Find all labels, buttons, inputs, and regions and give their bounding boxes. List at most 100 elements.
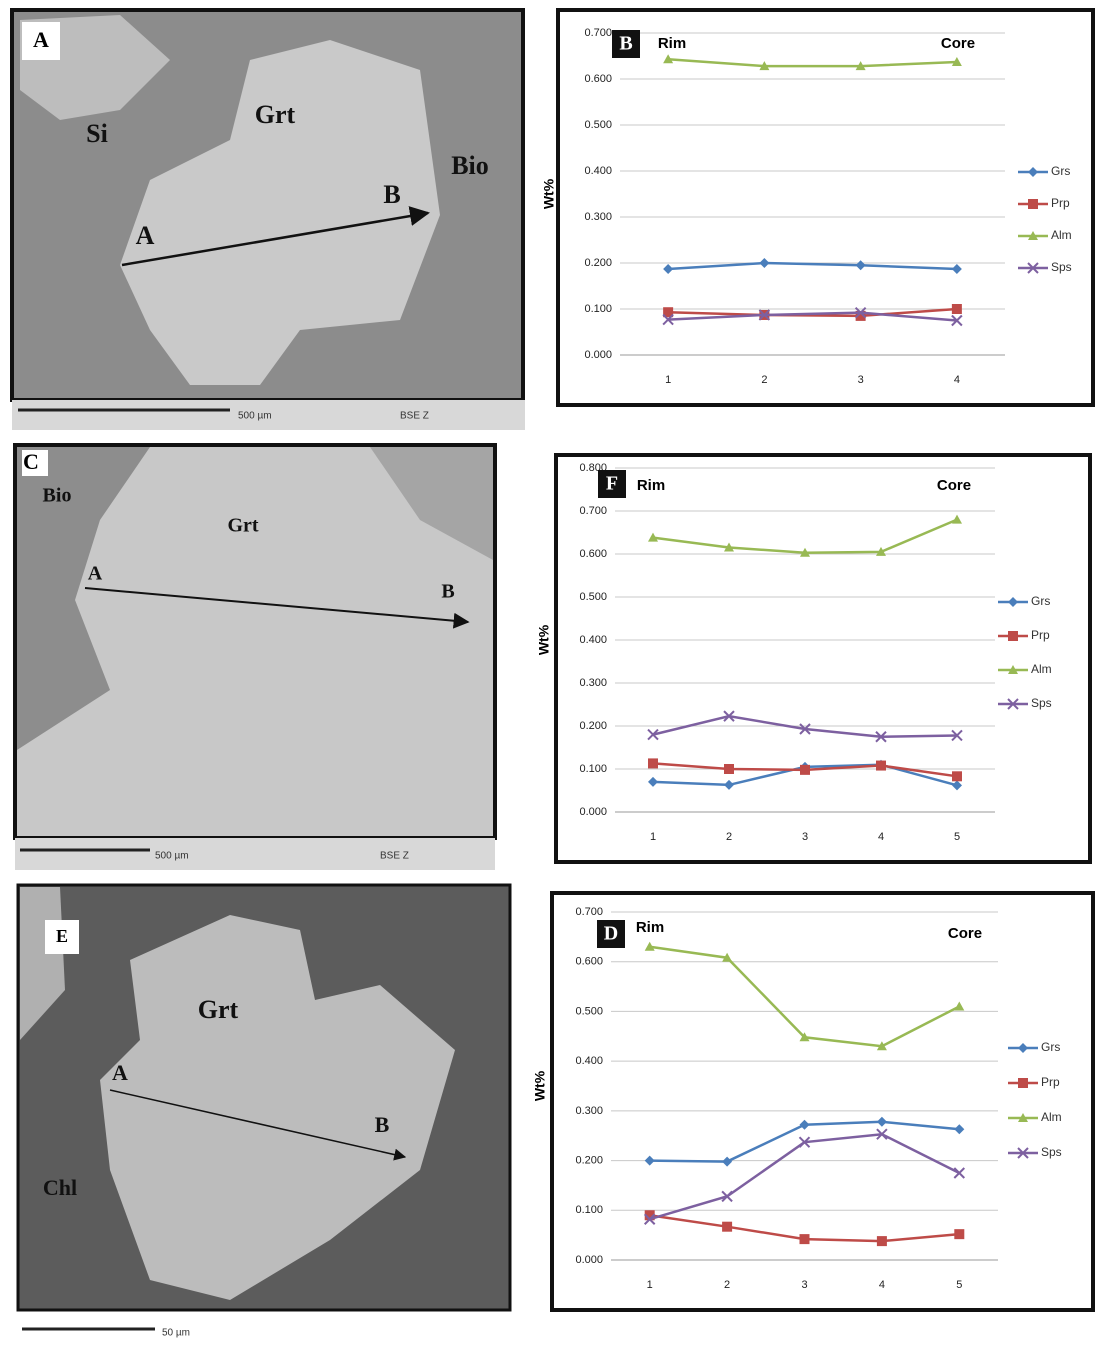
scale-text: 500 µm [155, 851, 189, 862]
mineral-label: Bio [451, 151, 489, 180]
annotation: Rim [658, 35, 686, 52]
y-tick-label: 0.300 [575, 1105, 603, 1117]
mineral-label: Grt [198, 995, 239, 1024]
annotation: Core [948, 925, 982, 942]
mineral-label: Si [86, 119, 108, 148]
marker-square [800, 765, 810, 775]
y-tick-label: 0.600 [579, 548, 607, 560]
point-label: A [112, 1060, 128, 1085]
scale-text: 50 µm [162, 1328, 190, 1339]
y-tick-label: 0.000 [584, 349, 612, 361]
x-tick-label: 2 [761, 374, 767, 386]
y-axis-label: Wt% [536, 624, 552, 655]
legend-label: Sps [1051, 260, 1072, 274]
legend-label: Prp [1031, 628, 1050, 642]
y-tick-label: 0.500 [584, 119, 612, 131]
annotation: Rim [637, 477, 665, 494]
point-label: B [441, 581, 454, 603]
y-tick-label: 0.000 [579, 806, 607, 818]
y-axis-label: Wt% [532, 1070, 548, 1101]
y-tick-label: 0.300 [579, 677, 607, 689]
annotation: Core [941, 35, 975, 52]
x-tick-label: 4 [879, 1279, 885, 1291]
y-tick-label: 0.100 [575, 1204, 603, 1216]
figure: A Si Grt Bio A B 500 µm BSE Z C Bio Grt … [0, 0, 1097, 1349]
panel-label: E [56, 926, 68, 946]
panel-label: D [604, 923, 618, 945]
point-label: A [136, 221, 155, 250]
scale-text: 500 µm [238, 411, 272, 422]
y-tick-label: 0.700 [575, 906, 603, 918]
y-tick-label: 0.700 [584, 27, 612, 39]
legend-label: Alm [1031, 662, 1052, 676]
x-tick-label: 4 [954, 374, 960, 386]
x-tick-label: 2 [726, 831, 732, 843]
point-label: B [375, 1112, 390, 1137]
x-tick-label: 3 [801, 1279, 807, 1291]
y-tick-label: 0.300 [584, 211, 612, 223]
y-axis-label: Wt% [541, 178, 557, 209]
scale-strip [15, 838, 495, 870]
panel-label: B [619, 33, 632, 55]
mineral-label: Grt [227, 515, 258, 537]
x-tick-label: 1 [647, 1279, 653, 1291]
panel-label: C [23, 449, 39, 474]
bse-image-c: C Bio Grt A B 500 µm BSE Z [15, 445, 495, 870]
x-tick-label: 4 [878, 831, 884, 843]
y-tick-label: 0.400 [579, 634, 607, 646]
legend-label: Grs [1051, 164, 1070, 178]
scale-strip [18, 1312, 512, 1340]
y-tick-label: 0.400 [575, 1055, 603, 1067]
marker-square [648, 758, 658, 768]
detector-text: BSE Z [380, 851, 409, 862]
legend-marker [1018, 1078, 1028, 1088]
legend-label: Sps [1041, 1145, 1062, 1159]
annotation: Core [937, 477, 971, 494]
legend-label: Grs [1031, 594, 1050, 608]
bse-image-a: A Si Grt Bio A B 500 µm BSE Z [12, 10, 525, 430]
marker-square [800, 1234, 810, 1244]
y-tick-label: 0.600 [584, 73, 612, 85]
mineral-label: Bio [43, 485, 72, 507]
y-tick-label: 0.200 [579, 720, 607, 732]
marker-square [952, 771, 962, 781]
legend-label: Alm [1051, 228, 1072, 242]
y-tick-label: 0.500 [575, 1005, 603, 1017]
y-tick-label: 0.100 [579, 763, 607, 775]
chart-frame [556, 455, 1090, 862]
detector-text: BSE Z [400, 411, 429, 422]
point-label: B [383, 180, 400, 209]
x-tick-label: 2 [724, 1279, 730, 1291]
marker-square [877, 1236, 887, 1246]
legend-label: Prp [1051, 196, 1070, 210]
marker-square [952, 304, 962, 314]
panel-label: F [606, 473, 618, 495]
panel-label: A [33, 27, 49, 52]
bse-image-e: E Grt A B Chl 50 µm [18, 885, 512, 1340]
legend-label: Prp [1041, 1075, 1060, 1089]
chart-frame [552, 893, 1093, 1310]
chart: 0.0000.1000.2000.3000.4000.5000.6000.700… [536, 455, 1090, 862]
y-tick-label: 0.600 [575, 956, 603, 968]
x-tick-label: 3 [802, 831, 808, 843]
y-tick-label: 0.100 [584, 303, 612, 315]
legend-marker [1008, 631, 1018, 641]
legend-marker [1028, 199, 1038, 209]
legend-label: Grs [1041, 1040, 1060, 1054]
chart: 0.0000.1000.2000.3000.4000.5000.6000.700… [541, 10, 1093, 405]
point-label: A [88, 563, 103, 585]
x-tick-label: 5 [954, 831, 960, 843]
y-tick-label: 0.000 [575, 1254, 603, 1266]
marker-square [954, 1229, 964, 1239]
y-tick-label: 0.200 [575, 1154, 603, 1166]
x-tick-label: 5 [956, 1279, 962, 1291]
x-tick-label: 3 [858, 374, 864, 386]
marker-square [722, 1222, 732, 1232]
annotation: Rim [636, 919, 664, 936]
y-tick-label: 0.400 [584, 165, 612, 177]
x-tick-label: 1 [650, 831, 656, 843]
x-tick-label: 1 [665, 374, 671, 386]
chart: 0.000 0.100 0.200 0.300 0.400 0.500 0.600 0.700… [532, 893, 1093, 1310]
marker-square [876, 761, 886, 771]
y-tick-label: 0.500 [579, 591, 607, 603]
